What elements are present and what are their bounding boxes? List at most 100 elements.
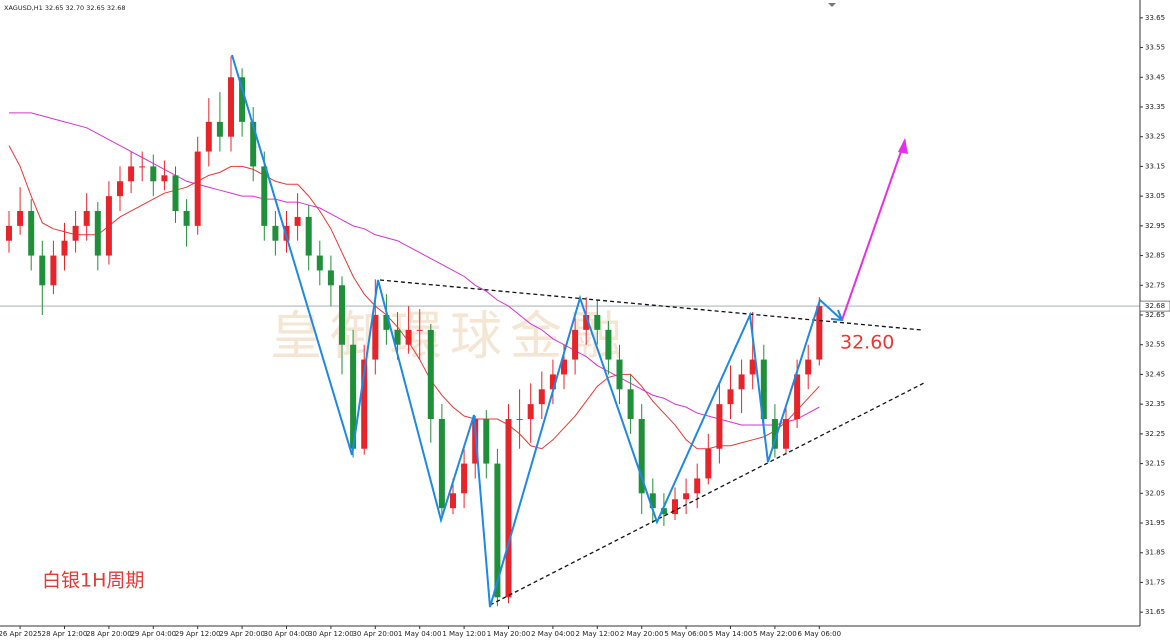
candle-body [549, 374, 556, 390]
y-tick-label: 31.65 [1145, 608, 1165, 616]
x-tick-label: 1 May 20:00 [487, 630, 531, 638]
x-tick-label: 28 Apr 12:00 [42, 630, 88, 638]
current-price-label: 32.68 [1145, 302, 1165, 310]
x-tick-label: 5 May 14:00 [709, 630, 753, 638]
candle-body [239, 77, 246, 122]
wave-path [231, 54, 843, 608]
moving-average [9, 112, 820, 426]
candle-body [372, 315, 379, 360]
candle-body [6, 225, 12, 241]
y-tick-label: 31.85 [1145, 549, 1165, 557]
candle-body [727, 389, 734, 405]
y-tick-label: 31.95 [1145, 519, 1165, 527]
candle-body [616, 359, 623, 390]
candle-body [294, 216, 301, 226]
x-tick-label: 29 Apr 12:00 [175, 630, 221, 638]
plot-area [0, 56, 1140, 607]
x-tick-label: 5 May 06:00 [664, 630, 708, 638]
y-tick-label: 33.35 [1145, 103, 1165, 111]
candle-body [194, 151, 201, 226]
candle-body [594, 315, 601, 330]
shift-marker [828, 3, 836, 7]
candle-body [205, 121, 212, 152]
candle-body [461, 463, 468, 494]
x-tick-label: 2 May 04:00 [531, 630, 575, 638]
current-price-box [1139, 300, 1170, 312]
candle-body [660, 508, 667, 515]
candle-body [261, 166, 268, 226]
candle-body [438, 419, 445, 509]
candle-body [805, 359, 812, 375]
moving-average [8, 145, 820, 450]
candle-body [17, 210, 24, 226]
y-tick-label: 32.95 [1145, 222, 1165, 230]
candle-body [649, 493, 656, 509]
candle-body [572, 329, 579, 360]
candle-body [183, 210, 190, 226]
candle-body [83, 210, 90, 226]
candle-body [50, 255, 57, 286]
candle-body [771, 419, 778, 449]
candle-body [760, 359, 767, 420]
candle-body [694, 478, 701, 494]
y-tick-label: 32.05 [1145, 489, 1165, 497]
x-tick-label: 2 May 12:00 [576, 630, 620, 638]
y-tick-label: 32.75 [1145, 281, 1165, 289]
candle-body [139, 166, 146, 168]
candle-body [327, 270, 334, 286]
candle-body [816, 306, 823, 360]
candle-body [216, 121, 223, 137]
candle-body [683, 493, 690, 500]
candle-body [427, 329, 434, 420]
x-tick-label: 2 May 20:00 [620, 630, 664, 638]
candle-body [416, 329, 423, 331]
candle-body [794, 374, 801, 420]
symbol-header: XAGUSD,H1 32.65 32.70 32.65 32.68 [4, 4, 126, 12]
y-tick-label: 32.35 [1145, 400, 1165, 408]
candle-body [339, 285, 345, 345]
candle-body [72, 225, 79, 241]
candle-body [28, 210, 35, 256]
candle-body [250, 121, 257, 167]
candle-body [305, 216, 312, 256]
candle-body [783, 419, 789, 449]
y-tick-label: 32.45 [1145, 370, 1165, 378]
candle-body [605, 329, 612, 360]
y-tick-label: 33.55 [1145, 44, 1165, 52]
candle-body [638, 419, 645, 494]
candle-body [272, 225, 279, 241]
x-tick-label: 6 May 06:00 [798, 630, 842, 638]
candle-body [494, 463, 501, 598]
candle-body [150, 166, 157, 182]
x-tick-label: 26 Apr 2025 [0, 630, 42, 638]
candle-body [94, 210, 101, 256]
candle-body [405, 329, 412, 345]
y-tick-label: 33.45 [1145, 73, 1165, 81]
candle-body [516, 419, 523, 421]
y-tick-label: 31.75 [1145, 578, 1165, 586]
candle-body [39, 255, 46, 286]
candle-body [105, 196, 112, 256]
price-annotation: 32.60 [840, 332, 894, 354]
x-tick-label: 1 May 12:00 [442, 630, 486, 638]
candle-body [705, 448, 712, 479]
y-tick-label: 32.85 [1145, 252, 1165, 260]
candle-body [738, 374, 745, 390]
forecast-arrow [841, 139, 906, 321]
drawings [231, 54, 925, 608]
x-tick-label: 5 May 22:00 [753, 630, 797, 638]
candle-body [316, 255, 323, 271]
candle-body [749, 359, 756, 375]
y-tick-label: 32.55 [1145, 341, 1165, 349]
candle-body [117, 181, 123, 197]
y-tick-label: 32.65 [1145, 311, 1165, 319]
y-tick-label: 32.15 [1145, 460, 1165, 468]
candle-body [505, 419, 512, 598]
x-tick-label: 29 Apr 04:00 [130, 630, 176, 638]
candle-body [538, 389, 545, 405]
candle-body [128, 166, 135, 182]
candle-body [383, 315, 390, 330]
candle-body [672, 499, 678, 515]
